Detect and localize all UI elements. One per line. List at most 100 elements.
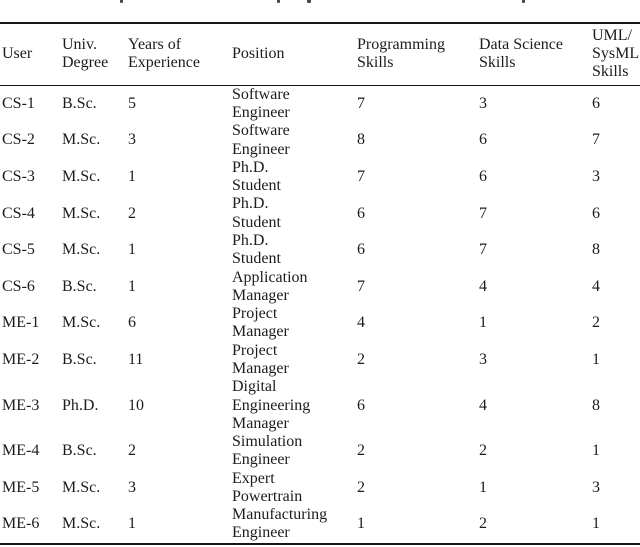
cell-position: Project Manager — [232, 341, 289, 378]
cell-degree: M.Sc. — [62, 167, 101, 185]
table-row: ME-5 M.Sc. 3 Expert Powertrain 2 1 3 — [0, 470, 640, 507]
cell-degree: M.Sc. — [62, 204, 101, 222]
table-row: CS-2 M.Sc. 3 Software Engineer 8 6 7 — [0, 122, 640, 159]
cell-position: Software Engineer — [232, 85, 290, 121]
cell-user: ME-1 — [2, 314, 40, 332]
table-row: CS-6 B.Sc. 1 Application Manager 7 4 4 — [0, 269, 640, 306]
cell-years: 5 — [128, 94, 136, 112]
table-row: ME-3 Ph.D. 10 Digital Engineering Manager 6 4… — [0, 378, 640, 433]
cell-data_science: 2 — [479, 442, 487, 460]
cell-data_science: 3 — [479, 94, 487, 112]
cell-data_science: 4 — [479, 277, 487, 295]
cell-data_science: 7 — [479, 204, 487, 222]
cell-degree: M.Sc. — [62, 478, 101, 496]
column-header-position: Position — [230, 23, 355, 86]
cell-degree: B.Sc. — [62, 442, 97, 460]
table-row: ME-2 B.Sc. 11 Project Manager 2 3 1 — [0, 342, 640, 379]
cell-position: Manufacturing Engineer — [232, 506, 328, 542]
cell-programming: 6 — [357, 241, 365, 259]
cell-user: CS-6 — [2, 277, 35, 295]
cell-uml_sysml: 7 — [592, 131, 600, 149]
cell-uml_sysml: 6 — [592, 204, 600, 222]
cell-programming: 2 — [357, 442, 365, 460]
cell-programming: 7 — [357, 277, 365, 295]
cell-user: ME-3 — [2, 396, 40, 414]
caption-descender-fragment — [522, 0, 525, 3]
column-header-data_science: Data Science Skills — [477, 23, 590, 86]
cell-position: Expert Powertrain — [232, 469, 303, 505]
cell-user: ME-2 — [2, 350, 40, 368]
participants-table: User Univ. Degree Years of Experience Posit… — [0, 22, 640, 545]
cell-position: Simulation Engineer — [232, 433, 303, 469]
cell-data_science: 2 — [479, 515, 487, 533]
cell-years: 3 — [128, 478, 136, 496]
cell-data_science: 6 — [479, 131, 487, 149]
column-header-programming: Programming Skills — [355, 23, 477, 86]
cell-user: CS-5 — [2, 241, 35, 259]
cell-uml_sysml: 8 — [592, 396, 600, 414]
table-row: ME-4 B.Sc. 2 Simulation Engineer 2 2 1 — [0, 433, 640, 470]
table-row: ME-6 M.Sc. 1 Manufacturing Engineer 1 2 1 — [0, 506, 640, 544]
cell-years: 1 — [128, 277, 136, 295]
cell-uml_sysml: 1 — [592, 442, 600, 460]
cell-uml_sysml: 3 — [592, 478, 600, 496]
cell-programming: 4 — [357, 314, 365, 332]
cell-data_science: 1 — [479, 478, 487, 496]
cell-years: 1 — [128, 241, 136, 259]
cell-position: Ph.D. Student — [232, 158, 281, 195]
column-header-years: Years of Experience — [126, 23, 230, 86]
cell-years: 3 — [128, 131, 136, 149]
caption-descender-fragment — [277, 0, 280, 3]
table-row: ME-1 M.Sc. 6 Project Manager 4 1 2 — [0, 305, 640, 342]
cell-programming: 1 — [357, 515, 365, 533]
cell-years: 2 — [128, 204, 136, 222]
cell-user: CS-4 — [2, 204, 35, 222]
table-row: CS-4 M.Sc. 2 Ph.D. Student 6 7 6 — [0, 195, 640, 232]
cell-years: 11 — [128, 350, 144, 368]
cell-programming: 6 — [357, 396, 365, 414]
caption-descender-fragment — [307, 0, 311, 3]
cell-years: 2 — [128, 442, 136, 460]
cell-years: 10 — [128, 396, 144, 414]
cell-user: ME-4 — [2, 442, 40, 460]
cell-user: ME-5 — [2, 478, 40, 496]
column-header-user: User — [0, 23, 60, 86]
cell-data_science: 7 — [479, 241, 487, 259]
cell-years: 1 — [128, 167, 136, 185]
table-row: CS-1 B.Sc. 5 Software Engineer 7 3 6 — [0, 85, 640, 122]
cell-degree: Ph.D. — [62, 396, 99, 414]
column-header-uml_sysml: UML/ SysML Skills — [590, 23, 640, 86]
cell-uml_sysml: 1 — [592, 350, 600, 368]
cell-programming: 7 — [357, 167, 365, 185]
cropped-caption-fragments — [0, 0, 640, 4]
cell-uml_sysml: 1 — [592, 515, 600, 533]
cell-years: 1 — [128, 515, 136, 533]
cell-data_science: 4 — [479, 396, 487, 414]
column-header-degree: Univ. Degree — [60, 23, 126, 86]
cell-data_science: 6 — [479, 167, 487, 185]
table-body: CS-1 B.Sc. 5 Software Engineer 7 3 6 CS-2 M.Sc. 3… — [0, 85, 640, 544]
cell-degree: B.Sc. — [62, 277, 97, 295]
cell-uml_sysml: 3 — [592, 167, 600, 185]
cell-programming: 6 — [357, 204, 365, 222]
cell-uml_sysml: 2 — [592, 314, 600, 332]
cell-user: CS-3 — [2, 167, 35, 185]
cell-uml_sysml: 6 — [592, 94, 600, 112]
cell-data_science: 1 — [479, 314, 487, 332]
cell-data_science: 3 — [479, 350, 487, 368]
cell-programming: 8 — [357, 131, 365, 149]
cell-position: Ph.D. Student — [232, 195, 281, 231]
table-header-row: User Univ. Degree Years of Experience Posit… — [0, 23, 640, 86]
cell-position: Ph.D. Student — [232, 232, 281, 268]
cell-uml_sysml: 4 — [592, 277, 600, 295]
cell-position: Software Engineer — [232, 122, 290, 158]
cell-programming: 2 — [357, 478, 365, 496]
cell-programming: 2 — [357, 350, 365, 368]
cell-degree: M.Sc. — [62, 131, 101, 149]
cell-uml_sysml: 8 — [592, 241, 600, 259]
caption-descender-fragment — [120, 0, 123, 3]
cell-position: Application Manager — [232, 268, 308, 304]
cell-user: CS-2 — [2, 131, 35, 149]
cell-years: 6 — [128, 314, 136, 332]
